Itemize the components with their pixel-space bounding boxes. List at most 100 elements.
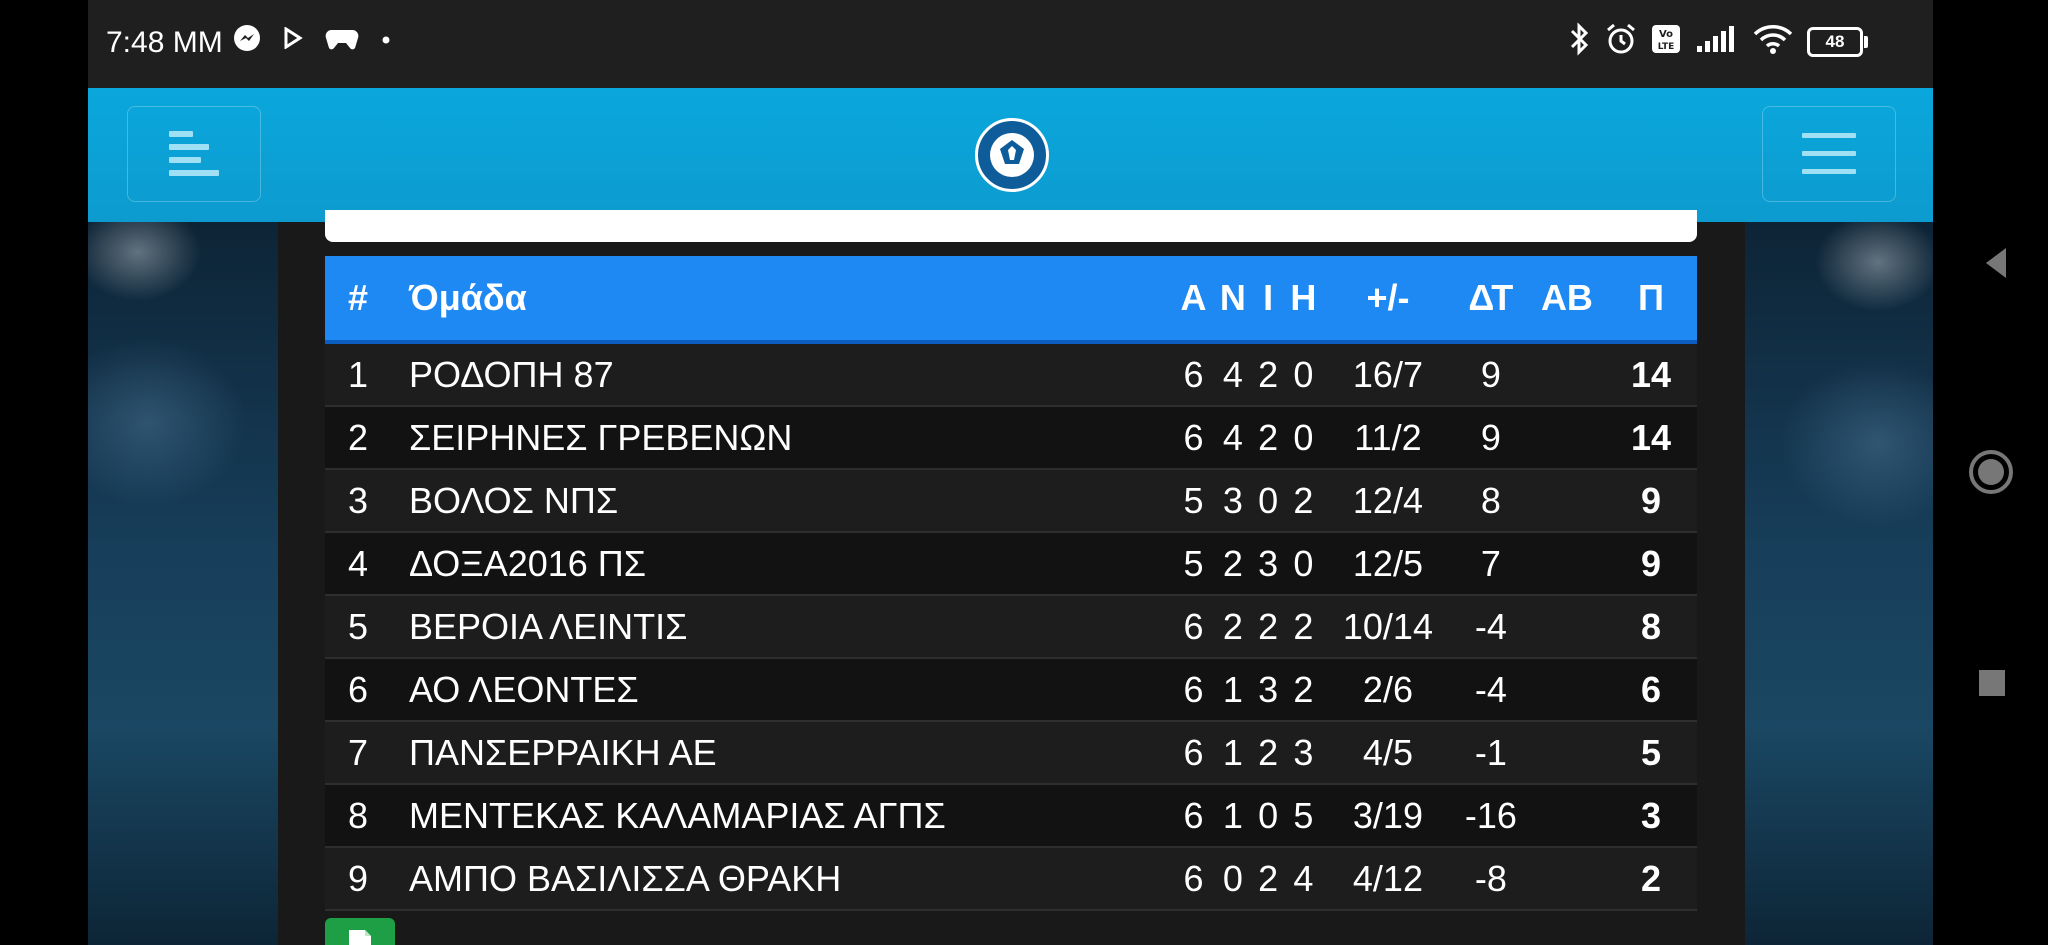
cell-diff: 9 <box>1452 406 1529 470</box>
table-row[interactable]: 7 ΠΑΝΣΕΡΡΑΙΚΗ ΑΕ 6 1 2 3 4/5 -1 5 <box>325 721 1697 785</box>
cell-losses: 2 <box>1283 595 1324 659</box>
android-nav-bar <box>1933 0 2048 945</box>
col-team-header[interactable]: Όμάδα <box>391 256 1174 344</box>
volte-icon: Vo LTE <box>1651 24 1681 59</box>
cell-pos: 8 <box>325 784 391 848</box>
cell-goals: 10/14 <box>1323 595 1453 659</box>
back-icon[interactable] <box>1986 248 2006 278</box>
cell-diff: 9 <box>1452 342 1529 407</box>
cell-draws: 2 <box>1252 342 1284 407</box>
cell-points: 6 <box>1605 658 1697 722</box>
recents-icon[interactable] <box>1979 670 2005 696</box>
cell-points: 14 <box>1605 342 1697 407</box>
hamburger-menu-icon <box>1800 131 1858 177</box>
play-icon <box>283 26 303 54</box>
col-losses-header[interactable]: Η <box>1283 256 1324 344</box>
wifi-icon <box>1753 23 1793 60</box>
cell-losses: 0 <box>1283 532 1324 596</box>
dot-icon <box>381 32 391 50</box>
cell-goals: 12/4 <box>1323 469 1453 533</box>
cell-played: 6 <box>1173 721 1214 785</box>
site-header <box>88 88 1933 222</box>
cell-draws: 2 <box>1252 595 1284 659</box>
cell-diff: -4 <box>1452 658 1529 722</box>
cell-wins: 0 <box>1213 847 1253 911</box>
cell-points: 8 <box>1605 595 1697 659</box>
home-icon[interactable] <box>1969 450 2013 494</box>
cell-wins: 1 <box>1213 784 1253 848</box>
cell-ab <box>1528 469 1605 533</box>
cell-diff: 8 <box>1452 469 1529 533</box>
cell-goals: 12/5 <box>1323 532 1453 596</box>
table-row[interactable]: 4 ΔΟΞΑ2016 ΠΣ 5 2 3 0 12/5 7 9 <box>325 532 1697 596</box>
cell-wins: 2 <box>1213 532 1253 596</box>
cell-goals: 4/12 <box>1323 847 1453 911</box>
cell-ab <box>1528 342 1605 407</box>
table-row[interactable]: 5 ΒΕΡΟΙΑ ΛΕΙΝΤΙΣ 6 2 2 2 10/14 -4 8 <box>325 595 1697 659</box>
hamburger-menu-button[interactable] <box>1762 106 1896 202</box>
col-played-header[interactable]: Α <box>1173 256 1214 344</box>
menu-left-button[interactable] <box>127 106 261 202</box>
col-draws-header[interactable]: Ι <box>1252 256 1284 344</box>
cell-played: 6 <box>1173 784 1214 848</box>
status-time: 7:48 MM <box>106 26 223 59</box>
col-pos-header[interactable]: # <box>325 256 391 344</box>
cell-ab <box>1528 847 1605 911</box>
status-bar: 7:48 MM Vo LTE <box>88 0 1933 88</box>
standings-table: # Όμάδα Α Ν Ι Η +/- ΔΤ ΑΒ Π 1 ΡΟΔΟΠΗ 87 6 4… <box>325 256 1697 911</box>
cell-goals: 16/7 <box>1323 342 1453 407</box>
cell-team: ΑΜΠΟ ΒΑΣΙΛΙΣΣΑ ΘΡΑΚΗ <box>391 847 1174 911</box>
cell-losses: 2 <box>1283 658 1324 722</box>
col-wins-header[interactable]: Ν <box>1213 256 1253 344</box>
cell-team: ΑΟ ΛΕΟΝΤΕΣ <box>391 658 1174 722</box>
col-points-header[interactable]: Π <box>1605 256 1697 344</box>
cell-pos: 7 <box>325 721 391 785</box>
cell-points: 9 <box>1605 532 1697 596</box>
cell-losses: 5 <box>1283 784 1324 848</box>
menu-align-left-icon <box>167 129 221 179</box>
cell-pos: 2 <box>325 406 391 470</box>
cell-team: ΣΕΙΡΗΝΕΣ ΓΡΕΒΕΝΩΝ <box>391 406 1174 470</box>
cell-losses: 2 <box>1283 469 1324 533</box>
cell-losses: 3 <box>1283 721 1324 785</box>
cell-goals: 2/6 <box>1323 658 1453 722</box>
cell-team: ΒΟΛΟΣ ΝΠΣ <box>391 469 1174 533</box>
table-row[interactable]: 3 ΒΟΛΟΣ ΝΠΣ 5 3 0 2 12/4 8 9 <box>325 469 1697 533</box>
cell-pos: 3 <box>325 469 391 533</box>
bluetooth-icon <box>1569 22 1591 61</box>
cell-played: 6 <box>1173 342 1214 407</box>
table-row[interactable]: 1 ΡΟΔΟΠΗ 87 6 4 2 0 16/7 9 14 <box>325 342 1697 407</box>
col-diff-header[interactable]: ΔΤ <box>1452 256 1529 344</box>
table-row[interactable]: 6 ΑΟ ΛΕΟΝΤΕΣ 6 1 3 2 2/6 -4 6 <box>325 658 1697 722</box>
cell-team: ΜΕΝΤΕΚΑΣ ΚΑΛΑΜΑΡΙΑΣ ΑΓΠΣ <box>391 784 1174 848</box>
cell-goals: 4/5 <box>1323 721 1453 785</box>
cell-team: ΠΑΝΣΕΡΡΑΙΚΗ ΑΕ <box>391 721 1174 785</box>
cell-wins: 2 <box>1213 595 1253 659</box>
battery-icon: 48 <box>1807 26 1868 57</box>
cell-ab <box>1528 784 1605 848</box>
cell-draws: 2 <box>1252 406 1284 470</box>
col-ab-header[interactable]: ΑΒ <box>1528 256 1605 344</box>
hellenic-football-federation-logo[interactable] <box>975 118 1049 192</box>
cell-draws: 0 <box>1252 784 1284 848</box>
col-goals-header[interactable]: +/- <box>1323 256 1453 344</box>
cell-losses: 0 <box>1283 342 1324 407</box>
svg-text:LTE: LTE <box>1658 42 1675 52</box>
table-row[interactable]: 8 ΜΕΝΤΕΚΑΣ ΚΑΛΑΜΑΡΙΑΣ ΑΓΠΣ 6 1 0 5 3/19 -16 3 <box>325 784 1697 848</box>
cell-points: 2 <box>1605 847 1697 911</box>
messenger-icon <box>233 24 261 57</box>
filter-panel-bottom[interactable] <box>325 210 1697 242</box>
cell-wins: 4 <box>1213 342 1253 407</box>
cell-points: 5 <box>1605 721 1697 785</box>
cell-ab <box>1528 658 1605 722</box>
cell-wins: 4 <box>1213 406 1253 470</box>
cell-pos: 9 <box>325 847 391 911</box>
table-row[interactable]: 2 ΣΕΙΡΗΝΕΣ ΓΡΕΒΕΝΩΝ 6 4 2 0 11/2 9 14 <box>325 406 1697 470</box>
cell-played: 6 <box>1173 595 1214 659</box>
table-row[interactable]: 9 ΑΜΠΟ ΒΑΣΙΛΙΣΣΑ ΘΡΑΚΗ 6 0 2 4 4/12 -8 2 <box>325 847 1697 911</box>
export-excel-button[interactable] <box>325 918 395 945</box>
cell-ab <box>1528 532 1605 596</box>
cell-diff: -4 <box>1452 595 1529 659</box>
cell-draws: 3 <box>1252 658 1284 722</box>
cell-draws: 0 <box>1252 469 1284 533</box>
